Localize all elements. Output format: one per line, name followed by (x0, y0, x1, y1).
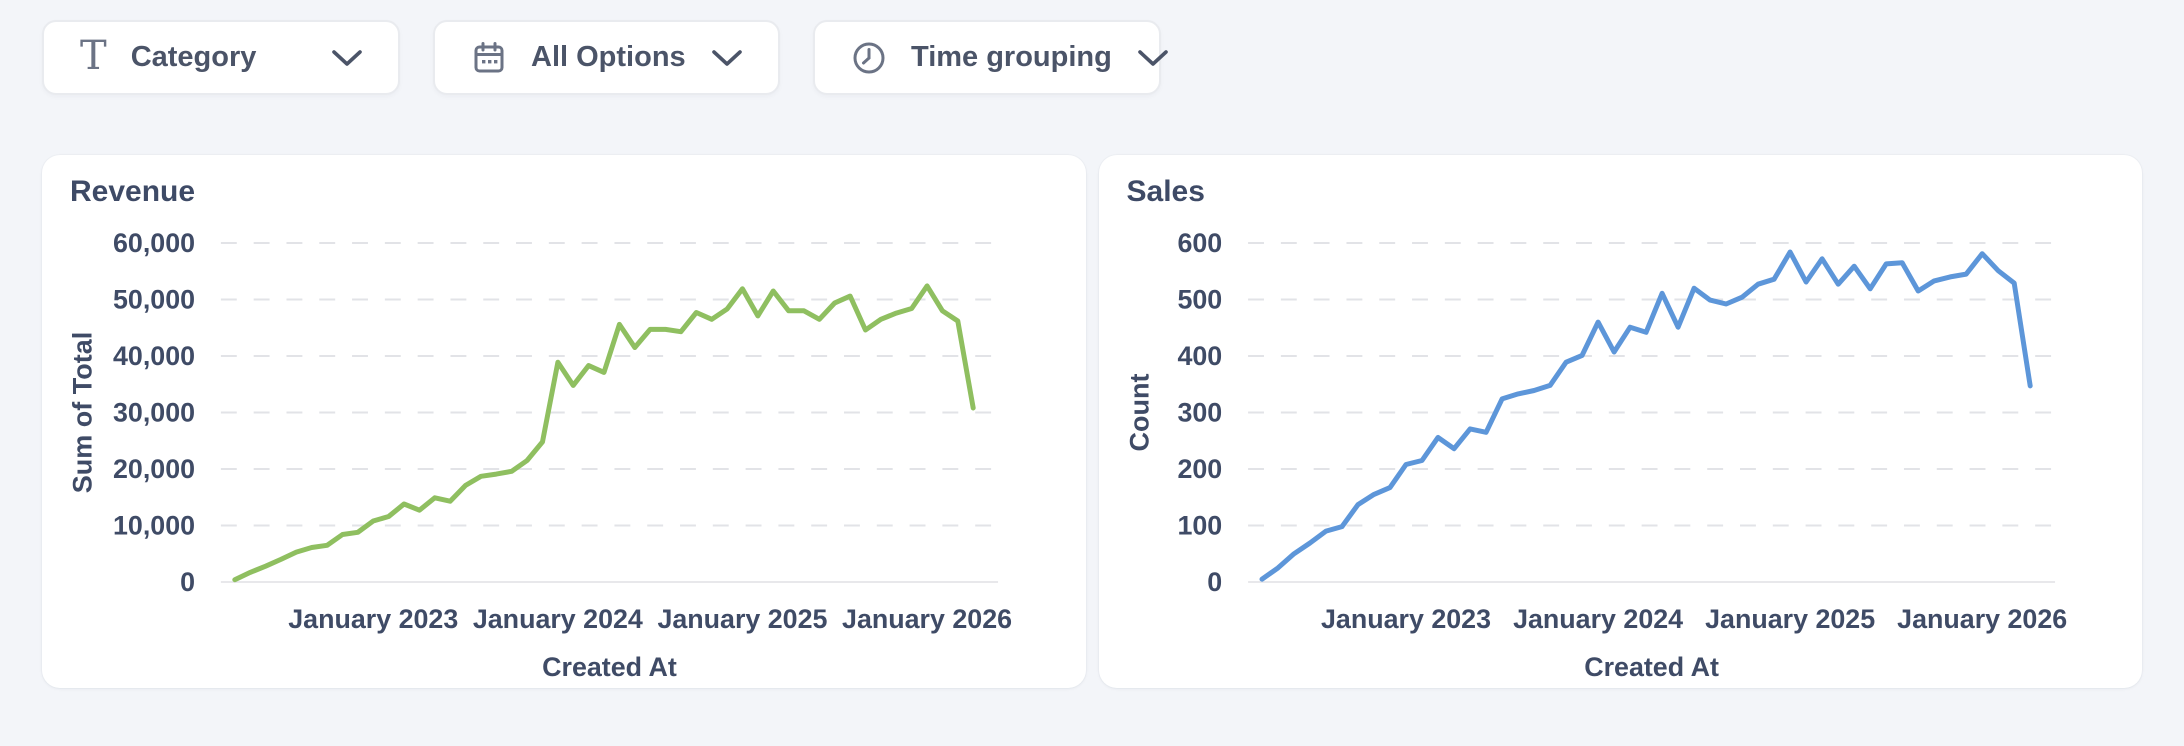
y-tick-label: 0 (180, 567, 195, 597)
x-tick-label: January 2026 (842, 604, 1012, 634)
y-tick-label: 20,000 (113, 454, 195, 484)
y-tick-label: 600 (1177, 228, 1222, 258)
revenue-line-chart[interactable]: 0 10,000 20,000 30,000 40,000 50,000 60,000 Jan… (42, 213, 1086, 688)
series-line[interactable] (232, 283, 976, 583)
sales-card: Sales 0 100 200 300 400 500 600 January 2023 Jan… (1098, 155, 2143, 688)
y-tick-label: 100 (1177, 510, 1222, 540)
chevron-down-icon (1136, 48, 1170, 68)
y-axis-label: Count (1124, 373, 1154, 451)
series-line[interactable] (1259, 249, 2033, 582)
type-icon: T (80, 32, 107, 79)
options-filter-label: All Options (531, 41, 686, 73)
y-tick-label: 0 (1207, 567, 1222, 597)
sales-line-chart[interactable]: 0 100 200 300 400 500 600 January 2023 January 2… (1099, 213, 2143, 688)
y-tick-label: 200 (1177, 454, 1222, 484)
y-tick-label: 50,000 (113, 284, 195, 314)
x-axis-label: Created At (542, 652, 677, 682)
chevron-down-icon (710, 48, 744, 68)
x-axis-label: Created At (1584, 652, 1719, 682)
options-filter-button[interactable]: All Options (433, 20, 780, 95)
category-filter-label: Category (130, 41, 257, 73)
revenue-chart-title: Revenue (70, 175, 196, 208)
filter-toolbar: T Category All Options (0, 0, 2184, 95)
sales-chart-title: Sales (1126, 175, 1205, 208)
x-tick-label: January 2023 (1321, 604, 1491, 634)
y-axis-label: Sum of Total (68, 332, 98, 493)
y-tick-label: 60,000 (113, 228, 195, 258)
chart-card-row: Revenue 0 10,000 20,000 30,000 40,000 50,000 6… (42, 155, 2142, 688)
x-tick-label: January 2025 (1705, 604, 1875, 634)
y-tick-label: 400 (1177, 341, 1222, 371)
x-tick-label: January 2024 (1513, 604, 1683, 634)
x-tick-label: January 2026 (1897, 604, 2067, 634)
chevron-down-icon (330, 48, 364, 68)
calendar-icon (471, 40, 507, 76)
revenue-card: Revenue 0 10,000 20,000 30,000 40,000 50,000 6… (42, 155, 1086, 688)
x-tick-label: January 2025 (657, 604, 827, 634)
y-tick-label: 300 (1177, 397, 1222, 427)
y-tick-label: 30,000 (113, 397, 195, 427)
y-tick-label: 40,000 (113, 341, 195, 371)
time-grouping-filter-label: Time grouping (911, 41, 1112, 73)
category-filter-button[interactable]: T Category (42, 20, 400, 95)
clock-icon (851, 40, 887, 76)
time-grouping-filter-button[interactable]: Time grouping (813, 20, 1168, 95)
x-tick-label: January 2023 (288, 604, 458, 634)
x-tick-label: January 2024 (473, 604, 643, 634)
y-tick-label: 500 (1177, 284, 1222, 314)
y-tick-label: 10,000 (113, 510, 195, 540)
